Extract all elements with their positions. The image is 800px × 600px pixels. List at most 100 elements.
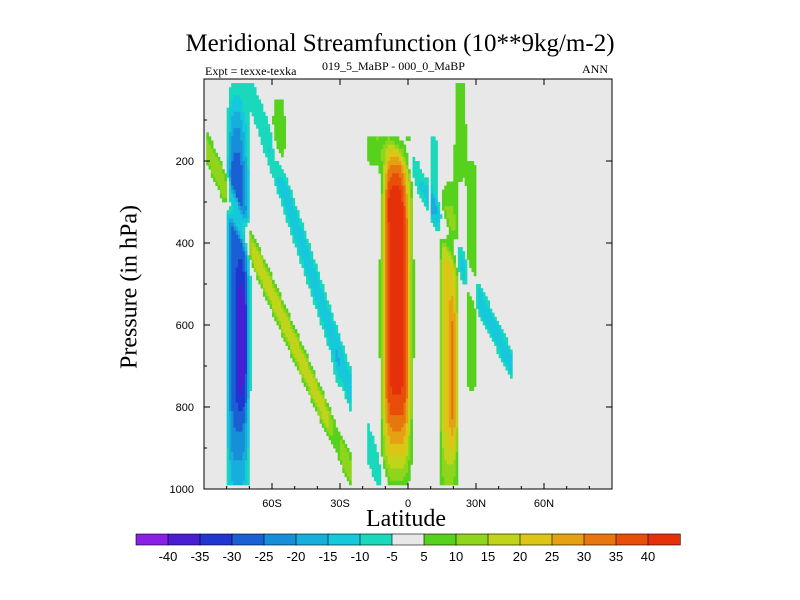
field-cell [244, 423, 248, 428]
field-cell [462, 136, 466, 141]
field-cell [466, 300, 470, 305]
field-cell [448, 325, 452, 330]
field-cell [453, 386, 456, 391]
field-cell [444, 345, 447, 350]
field-cell [228, 107, 232, 113]
field-cell [310, 275, 314, 281]
field-cell [226, 214, 230, 219]
field-cell [380, 386, 384, 391]
field-cell [455, 427, 459, 432]
field-cell [226, 443, 230, 449]
field-cell [228, 357, 232, 363]
field-cell [380, 320, 384, 326]
field-cell [208, 161, 212, 166]
field-cell [238, 292, 241, 297]
field-cell [466, 202, 470, 207]
field-cell [401, 206, 404, 211]
field-cell [242, 304, 246, 309]
field-cell [247, 443, 250, 449]
field-cell [410, 402, 413, 408]
field-cell [335, 370, 339, 375]
field-cell [267, 300, 271, 305]
field-cell [389, 370, 393, 375]
field-cell [226, 390, 230, 396]
field-cell [240, 185, 243, 191]
field-cell [408, 349, 411, 355]
field-cell [394, 448, 398, 453]
field-cell [410, 304, 413, 309]
field-cell [469, 329, 472, 334]
field-cell [226, 267, 230, 273]
field-cell [217, 185, 221, 191]
field-cell [219, 173, 223, 178]
field-cell [380, 333, 384, 338]
field-cell [244, 115, 248, 121]
field-cell [392, 259, 395, 264]
field-cell [290, 320, 293, 326]
field-cell [238, 308, 241, 314]
field-cell [442, 476, 445, 482]
field-cell [385, 296, 388, 301]
field-cell [251, 247, 255, 252]
field-cell [231, 439, 234, 445]
field-cell [439, 382, 443, 387]
field-cell [333, 427, 336, 432]
field-cell [344, 374, 348, 379]
field-cell [401, 423, 404, 428]
field-cell [244, 140, 248, 145]
field-cell [471, 222, 475, 227]
field-cell [240, 366, 243, 371]
field-cell [238, 259, 241, 264]
field-cell [462, 115, 466, 121]
field-cell [262, 292, 266, 297]
field-cell [242, 120, 246, 125]
field-cell [260, 107, 264, 113]
field-cell [274, 103, 277, 109]
field-cell [396, 279, 400, 285]
field-cell [235, 435, 239, 441]
field-cell [446, 300, 450, 305]
field-cell [249, 357, 252, 363]
field-cell [469, 386, 472, 391]
field-cell [242, 316, 246, 322]
field-cell [503, 361, 506, 367]
field-cell [249, 87, 252, 92]
field-cell [462, 267, 466, 273]
field-cell [471, 333, 475, 338]
field-cell [228, 173, 232, 178]
field-cell [231, 214, 234, 219]
field-cell [235, 357, 239, 363]
field-cell [385, 222, 388, 227]
field-cell [473, 165, 477, 170]
field-cell [380, 329, 384, 334]
field-cell [380, 148, 384, 154]
field-cell [228, 312, 232, 318]
field-cell [310, 382, 314, 387]
field-cell [473, 267, 477, 273]
field-cell [398, 341, 402, 346]
field-cell [383, 169, 386, 174]
field-cell [380, 394, 384, 400]
field-cell [285, 210, 289, 215]
field-cell [444, 238, 447, 244]
field-cell [392, 234, 395, 240]
field-cell [240, 452, 243, 457]
field-cell [455, 341, 459, 346]
field-cell [380, 288, 384, 293]
field-cell [442, 357, 445, 363]
field-cell [398, 316, 402, 322]
field-cell [233, 316, 237, 322]
field-cell [466, 337, 470, 342]
field-cell [242, 419, 246, 424]
field-cell [344, 464, 348, 469]
field-cell [453, 345, 456, 350]
field-cell [408, 202, 411, 207]
field-cell [398, 202, 402, 207]
field-cell [296, 238, 300, 244]
field-cell [446, 189, 450, 195]
field-cell [385, 169, 388, 174]
field-cell [301, 259, 305, 264]
field-cell [333, 443, 336, 449]
field-cell [238, 288, 241, 293]
field-cell [430, 218, 434, 223]
